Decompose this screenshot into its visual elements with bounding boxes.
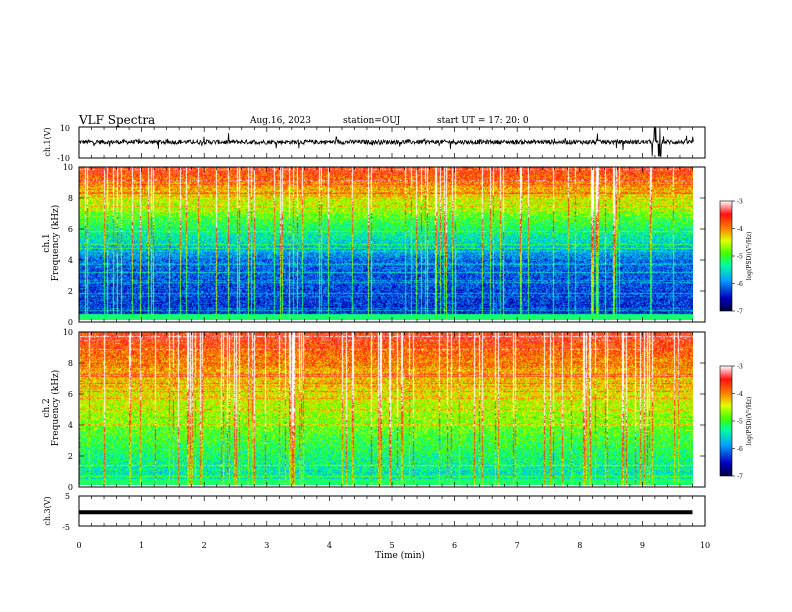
ch1-spectrogram-frequency-label: Frequency (kHz) xyxy=(50,205,61,282)
ch2-spectrogram-panel: 0 2 4 6 8 10 ch.2 Frequency (kHz) xyxy=(42,328,706,492)
frequency-tick-label: 10 xyxy=(63,328,73,337)
ch3-panel: 5 -5 ch.3(V) xyxy=(43,492,706,532)
frequency-tick-label: 2 xyxy=(68,287,73,296)
ch2-spectrogram-channel-label: ch.2 xyxy=(42,398,52,417)
ch3-ytick-bottom: -5 xyxy=(62,523,70,532)
ch1-colorbar: -3 -4 -5 -6 -7 log(PSD)(V²/Hz) xyxy=(719,199,753,316)
colorbar-tick-label: -3 xyxy=(737,364,743,371)
ch1-waveform-panel: 10 -10 ch.1(V) xyxy=(43,124,706,163)
colorbar-tick-label: -7 xyxy=(737,309,743,316)
frequency-tick-label: 4 xyxy=(68,421,73,430)
time-tick-label: 2 xyxy=(202,541,207,550)
ch2-colorbar: -3 -4 -5 -6 -7 log(PSD)(V²/Hz) xyxy=(719,364,753,481)
ch2-colorbar-label: log(PSD)(V²/Hz) xyxy=(746,397,753,446)
frequency-tick-label: 2 xyxy=(68,452,73,461)
header-start-time: start UT = 17: 20: 0 xyxy=(437,116,529,126)
ch1-spectrogram-channel-label: ch.1 xyxy=(42,233,52,252)
time-tick-label: 1 xyxy=(139,541,144,550)
ch1-colorbar-label: log(PSD)(V²/Hz) xyxy=(746,232,753,281)
figure-title: VLF Spectra xyxy=(79,113,156,127)
time-axis-tick-labels: 0 1 2 3 4 5 6 7 8 9 10 xyxy=(76,541,710,550)
time-tick-label: 3 xyxy=(264,541,269,550)
frequency-tick-label: 4 xyxy=(68,256,73,265)
header-station: station=OUJ xyxy=(343,116,401,126)
frequency-tick-label: 0 xyxy=(68,483,73,492)
ch1-spectrogram-panel: 0 2 4 6 8 10 ch.1 Frequency (kHz) xyxy=(42,163,706,327)
ch2-spectrogram-frequency-label: Frequency (kHz) xyxy=(50,370,61,447)
time-tick-label: 0 xyxy=(76,541,81,550)
colorbar-tick-label: -5 xyxy=(737,254,743,261)
time-tick-label: 4 xyxy=(327,541,332,550)
colorbar-tick-label: -5 xyxy=(737,419,743,426)
colorbar-tick-label: -6 xyxy=(737,281,743,288)
colorbar-tick-label: -4 xyxy=(737,391,743,398)
ch1-voltage-axis-label: ch.1(V) xyxy=(43,127,52,156)
frequency-tick-label: 6 xyxy=(68,225,73,234)
ch1-waveform-trace xyxy=(78,127,695,157)
time-tick-label: 7 xyxy=(515,541,520,550)
ch2-spectrogram-image xyxy=(79,332,693,485)
colorbar-tick-label: -3 xyxy=(737,199,743,206)
ch1-ytick-top: 10 xyxy=(60,124,70,133)
frequency-tick-label: 8 xyxy=(68,359,73,368)
frequency-tick-label: 8 xyxy=(68,194,73,203)
ch3-voltage-axis-label: ch.3(V) xyxy=(43,496,52,525)
header-date: Aug.16, 2023 xyxy=(250,116,311,126)
colorbar-tick-label: -7 xyxy=(737,474,743,481)
frequency-tick-label: 0 xyxy=(68,318,73,327)
ch3-ytick-top: 5 xyxy=(65,492,70,501)
time-tick-label: 9 xyxy=(640,541,645,550)
colorbar-tick-label: -6 xyxy=(737,446,743,453)
time-tick-label: 8 xyxy=(577,541,582,550)
frequency-tick-label: 6 xyxy=(68,390,73,399)
frequency-tick-label: 10 xyxy=(63,163,73,172)
ch1-spectrogram-image xyxy=(79,167,693,320)
time-tick-label: 10 xyxy=(700,541,710,550)
time-tick-label: 6 xyxy=(452,541,457,550)
time-tick-label: 5 xyxy=(389,541,394,550)
time-axis-label: Time (min) xyxy=(375,550,425,561)
colorbar-tick-label: -4 xyxy=(737,226,743,233)
ch1-ytick-bottom: -10 xyxy=(57,154,70,163)
